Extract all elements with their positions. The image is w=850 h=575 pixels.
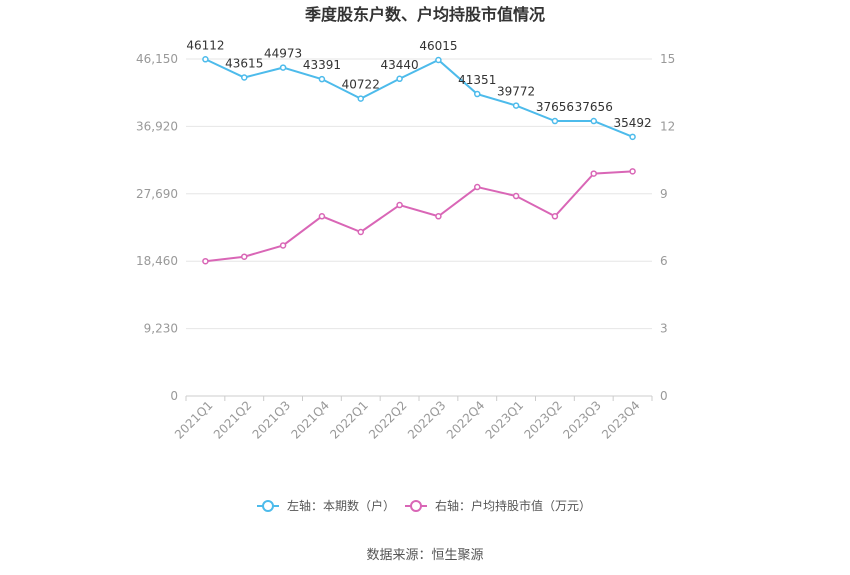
data-label: 39772: [497, 85, 535, 99]
data-point[interactable]: [512, 192, 520, 200]
data-label: 37656: [536, 100, 574, 114]
legend[interactable]: 左轴：本期数（户） 右轴：户均持股市值（万元）: [257, 498, 591, 513]
data-label: 46112: [186, 38, 224, 52]
data-point[interactable]: [279, 242, 287, 249]
right-tick-label: 3: [660, 322, 668, 336]
left-tick-label: 18,460: [136, 254, 178, 268]
right-axis: 15 12 9 6 3 0: [660, 52, 675, 403]
data-point[interactable]: [357, 95, 364, 102]
right-tick-label: 6: [660, 254, 668, 268]
data-point[interactable]: [590, 117, 597, 125]
data-label: 43440: [380, 58, 418, 72]
x-tick-label: 2023Q1: [483, 398, 527, 442]
data-point[interactable]: [241, 74, 248, 81]
data-label: 40722: [342, 78, 380, 92]
data-point[interactable]: [474, 183, 481, 191]
data-label: 44973: [264, 47, 302, 61]
x-tick-label: 2021Q4: [288, 398, 332, 442]
legend-item-0[interactable]: 左轴：本期数（户）: [257, 498, 395, 513]
source-note: 数据来源：恒生聚源: [366, 548, 483, 563]
data-point[interactable]: [396, 201, 403, 209]
x-tick-label: 2021Q2: [211, 398, 255, 442]
left-tick-label: 36,920: [136, 119, 178, 133]
left-tick-label: 0: [170, 389, 178, 403]
x-tick-label: 2021Q1: [172, 398, 216, 442]
data-point[interactable]: [202, 257, 209, 265]
data-point[interactable]: [202, 56, 209, 63]
data-label: 43391: [303, 58, 341, 72]
chart-title: 季度股东户数、户均持股市值情况: [304, 5, 545, 24]
data-point[interactable]: [357, 228, 364, 236]
data-label: 43615: [225, 57, 263, 71]
data-label: 46015: [419, 39, 457, 53]
series-line-1: [205, 170, 633, 263]
right-tick-label: 12: [660, 119, 675, 133]
x-tick-label: 2023Q4: [599, 398, 643, 442]
data-point[interactable]: [629, 168, 636, 175]
right-tick-label: 9: [660, 187, 668, 201]
x-tick-label: 2023Q3: [560, 398, 604, 442]
right-tick-label: 15: [660, 52, 675, 66]
data-point[interactable]: [435, 56, 442, 64]
legend-marker: [410, 500, 422, 512]
data-point[interactable]: [474, 90, 481, 98]
x-tick-label: 2022Q1: [327, 398, 371, 442]
data-point[interactable]: [279, 64, 287, 71]
data-point[interactable]: [318, 213, 326, 220]
x-tick-label: 2022Q3: [405, 398, 449, 442]
data-point[interactable]: [512, 102, 520, 109]
data-point[interactable]: [435, 213, 442, 220]
data-point[interactable]: [629, 133, 636, 141]
x-axis: 2021Q12021Q22021Q32021Q42022Q12022Q22022…: [172, 396, 653, 442]
left-tick-label: 46,150: [136, 52, 178, 66]
data-point[interactable]: [551, 117, 559, 125]
legend-marker: [262, 500, 274, 512]
x-tick-label: 2022Q2: [366, 398, 410, 442]
data-point[interactable]: [551, 213, 559, 220]
legend-item-1[interactable]: 右轴：户均持股市值（万元）: [405, 498, 591, 513]
left-tick-label: 9,230: [144, 322, 178, 336]
data-label: 35492: [613, 116, 651, 130]
data-label: 41351: [458, 73, 496, 87]
data-point[interactable]: [590, 170, 597, 177]
legend-label: 左轴：本期数（户）: [287, 498, 395, 513]
series-line-0: [204, 58, 633, 138]
x-tick-label: 2022Q4: [444, 398, 488, 442]
data-point[interactable]: [241, 253, 248, 260]
legend-label: 右轴：户均持股市值（万元）: [435, 498, 591, 513]
data-point[interactable]: [396, 75, 403, 83]
left-axis: 46,150 36,920 27,690 18,460 9,230 0: [136, 52, 178, 403]
left-tick-label: 27,690: [136, 187, 178, 201]
data-label: 37656: [575, 100, 613, 114]
data-point[interactable]: [318, 75, 326, 83]
right-tick-label: 0: [660, 389, 668, 403]
x-tick-label: 2021Q3: [250, 398, 294, 442]
x-tick-label: 2023Q2: [521, 398, 565, 442]
